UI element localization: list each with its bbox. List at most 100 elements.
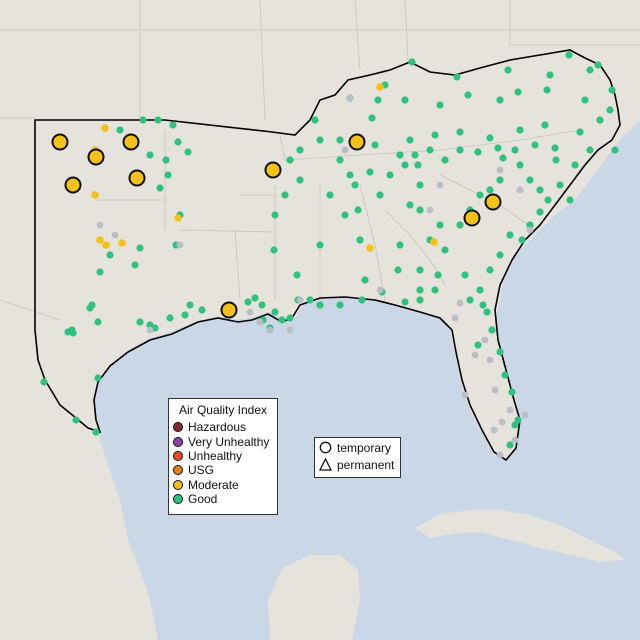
good-monitor[interactable] (296, 176, 304, 184)
good-monitor[interactable] (543, 86, 551, 94)
good-monitor[interactable] (496, 96, 504, 104)
good-monitor[interactable] (541, 121, 549, 129)
good-monitor[interactable] (336, 301, 344, 309)
good-monitor[interactable] (461, 271, 469, 279)
good-monitor[interactable] (466, 296, 474, 304)
good-monitor[interactable] (486, 266, 494, 274)
good-monitor[interactable] (401, 96, 409, 104)
good-monitor[interactable] (40, 378, 48, 386)
good-monitor[interactable] (258, 301, 266, 309)
moderate-monitor-large[interactable] (64, 176, 82, 194)
good-monitor[interactable] (516, 126, 524, 134)
good-monitor[interactable] (394, 266, 402, 274)
good-monitor[interactable] (351, 181, 359, 189)
good-monitor[interactable] (341, 211, 349, 219)
no-data-monitor[interactable] (456, 299, 464, 307)
no-data-monitor[interactable] (516, 186, 524, 194)
no-data-monitor[interactable] (111, 231, 119, 239)
good-monitor[interactable] (499, 154, 507, 162)
good-monitor[interactable] (464, 91, 472, 99)
moderate-monitor[interactable] (376, 83, 384, 91)
good-monitor[interactable] (501, 371, 509, 379)
good-monitor[interactable] (441, 246, 449, 254)
good-monitor[interactable] (496, 176, 504, 184)
good-monitor[interactable] (536, 208, 544, 216)
good-monitor[interactable] (531, 141, 539, 149)
good-monitor[interactable] (556, 181, 564, 189)
good-monitor[interactable] (184, 148, 192, 156)
no-data-monitor[interactable] (496, 451, 504, 459)
good-monitor[interactable] (479, 301, 487, 309)
good-monitor[interactable] (96, 268, 104, 276)
good-monitor[interactable] (361, 276, 369, 284)
good-monitor[interactable] (426, 146, 434, 154)
good-monitor[interactable] (416, 181, 424, 189)
good-monitor[interactable] (474, 341, 482, 349)
good-monitor[interactable] (251, 294, 259, 302)
good-monitor[interactable] (164, 171, 172, 179)
good-monitor[interactable] (511, 421, 519, 429)
good-monitor[interactable] (456, 128, 464, 136)
good-monitor[interactable] (94, 374, 102, 382)
moderate-monitor[interactable] (96, 236, 104, 244)
good-monitor[interactable] (181, 311, 189, 319)
good-monitor[interactable] (408, 58, 416, 66)
no-data-monitor[interactable] (491, 386, 499, 394)
good-monitor[interactable] (434, 271, 442, 279)
good-monitor[interactable] (456, 146, 464, 154)
good-monitor[interactable] (406, 201, 414, 209)
good-monitor[interactable] (476, 191, 484, 199)
good-monitor[interactable] (376, 191, 384, 199)
moderate-monitor[interactable] (366, 244, 374, 252)
good-monitor[interactable] (336, 156, 344, 164)
good-monitor[interactable] (411, 151, 419, 159)
good-monitor[interactable] (436, 221, 444, 229)
good-monitor[interactable] (483, 308, 491, 316)
good-monitor[interactable] (414, 161, 422, 169)
good-monitor[interactable] (166, 314, 174, 322)
good-monitor[interactable] (86, 304, 94, 312)
no-data-monitor[interactable] (481, 336, 489, 344)
moderate-monitor-large[interactable] (51, 133, 69, 151)
good-monitor[interactable] (366, 168, 374, 176)
good-monitor[interactable] (611, 146, 619, 154)
good-monitor[interactable] (316, 136, 324, 144)
good-monitor[interactable] (281, 191, 289, 199)
no-data-monitor[interactable] (246, 308, 254, 316)
good-monitor[interactable] (526, 176, 534, 184)
good-monitor[interactable] (316, 241, 324, 249)
good-monitor[interactable] (511, 146, 519, 154)
good-monitor[interactable] (106, 251, 114, 259)
good-monitor[interactable] (551, 144, 559, 152)
no-data-monitor[interactable] (266, 326, 274, 334)
good-monitor[interactable] (174, 138, 182, 146)
no-data-monitor[interactable] (496, 166, 504, 174)
good-monitor[interactable] (486, 134, 494, 142)
good-monitor[interactable] (516, 161, 524, 169)
no-data-monitor[interactable] (511, 436, 519, 444)
no-data-monitor[interactable] (436, 181, 444, 189)
moderate-monitor-large[interactable] (484, 193, 502, 211)
good-monitor[interactable] (306, 296, 314, 304)
moderate-monitor[interactable] (174, 214, 182, 222)
good-monitor[interactable] (296, 146, 304, 154)
good-monitor[interactable] (504, 66, 512, 74)
no-data-monitor[interactable] (461, 391, 469, 399)
good-monitor[interactable] (386, 171, 394, 179)
good-monitor[interactable] (156, 184, 164, 192)
good-monitor[interactable] (474, 148, 482, 156)
no-data-monitor[interactable] (490, 426, 498, 434)
moderate-monitor-large[interactable] (463, 209, 481, 227)
good-monitor[interactable] (416, 206, 424, 214)
good-monitor[interactable] (594, 61, 602, 69)
no-data-monitor[interactable] (296, 296, 304, 304)
good-monitor[interactable] (374, 96, 382, 104)
good-monitor[interactable] (508, 388, 516, 396)
good-monitor[interactable] (546, 71, 554, 79)
good-monitor[interactable] (371, 141, 379, 149)
no-data-monitor[interactable] (176, 241, 184, 249)
good-monitor[interactable] (401, 161, 409, 169)
no-data-monitor[interactable] (256, 318, 264, 326)
good-monitor[interactable] (544, 196, 552, 204)
